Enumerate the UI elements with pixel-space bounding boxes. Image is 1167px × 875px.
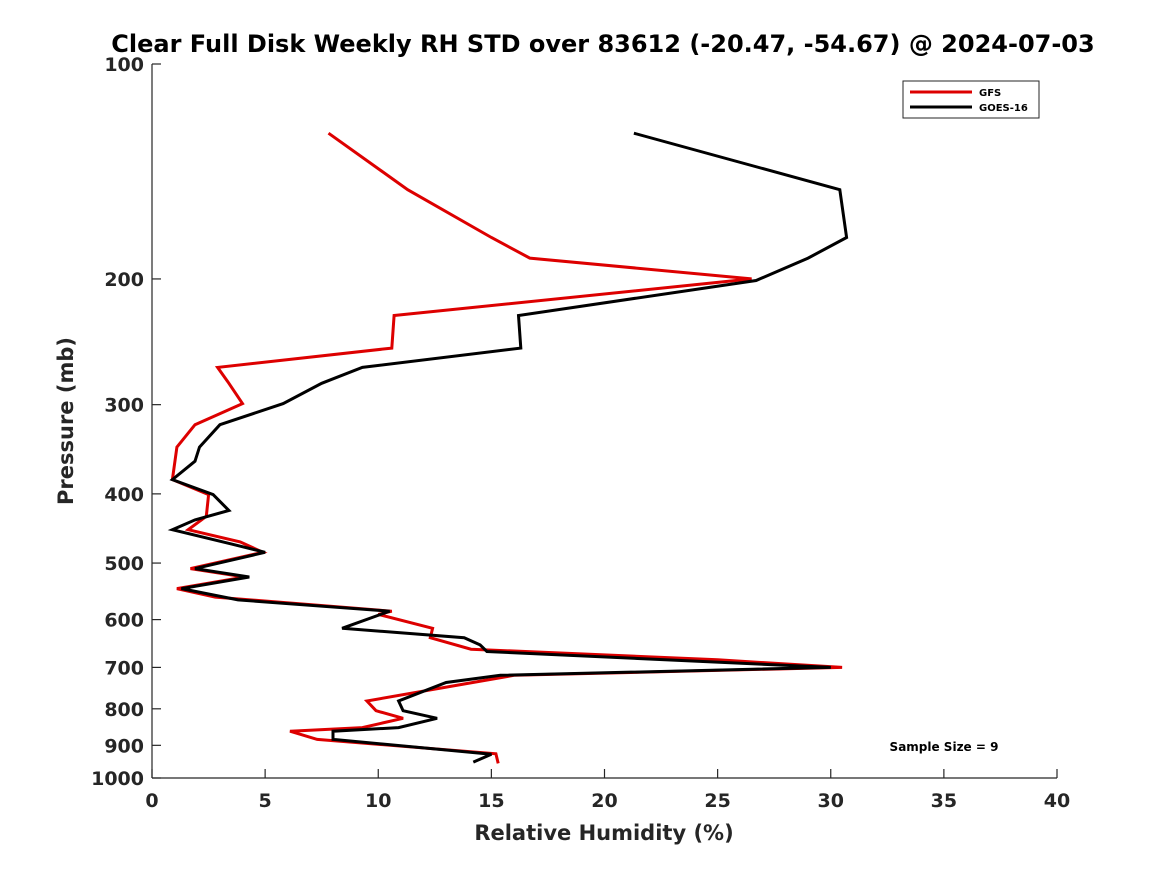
x-ticks: 0 5 10 15 20 25 30 35 40 — [145, 769, 1070, 812]
series-layer — [167, 131, 849, 764]
sample-size-annotation: Sample Size = 9 — [890, 740, 999, 754]
x-axis-label: Relative Humidity (%) — [474, 821, 733, 845]
y-tick-label: 900 — [104, 735, 144, 757]
y-tick-label: 200 — [104, 269, 144, 291]
x-tick-label: 25 — [704, 790, 730, 812]
y-tick-label: 700 — [104, 657, 144, 679]
x-tick-label: 35 — [931, 790, 957, 812]
legend-label-gfs: GFS — [979, 88, 1001, 99]
y-tick-label: 300 — [104, 395, 144, 417]
legend-box — [902, 80, 1040, 119]
legend-label-goes16: GOES-16 — [979, 103, 1028, 114]
x-tick-label: 20 — [591, 790, 617, 812]
x-tick-label: 10 — [365, 790, 391, 812]
x-tick-label: 0 — [145, 790, 158, 812]
x-tick-label: 15 — [478, 790, 504, 812]
y-tick-label: 100 — [104, 54, 144, 76]
y-ticks: 100 200 300 400 500 600 700 800 900 1000 — [91, 54, 161, 790]
y-tick-label: 400 — [104, 484, 144, 506]
y-tick-label: 800 — [104, 699, 144, 721]
x-tick-label: 5 — [259, 790, 272, 812]
legend: GFS GOES-16 — [902, 80, 1040, 119]
x-tick-label: 30 — [818, 790, 844, 812]
x-tick-label: 40 — [1044, 790, 1070, 812]
y-tick-label: 1000 — [91, 768, 144, 790]
y-tick-label: 600 — [104, 610, 144, 632]
y-axis-label: Pressure (mb) — [54, 337, 78, 505]
chart-title: Clear Full Disk Weekly RH STD over 83612… — [111, 30, 1094, 58]
y-tick-label: 500 — [104, 553, 144, 575]
series-line-goes16 — [167, 131, 849, 764]
